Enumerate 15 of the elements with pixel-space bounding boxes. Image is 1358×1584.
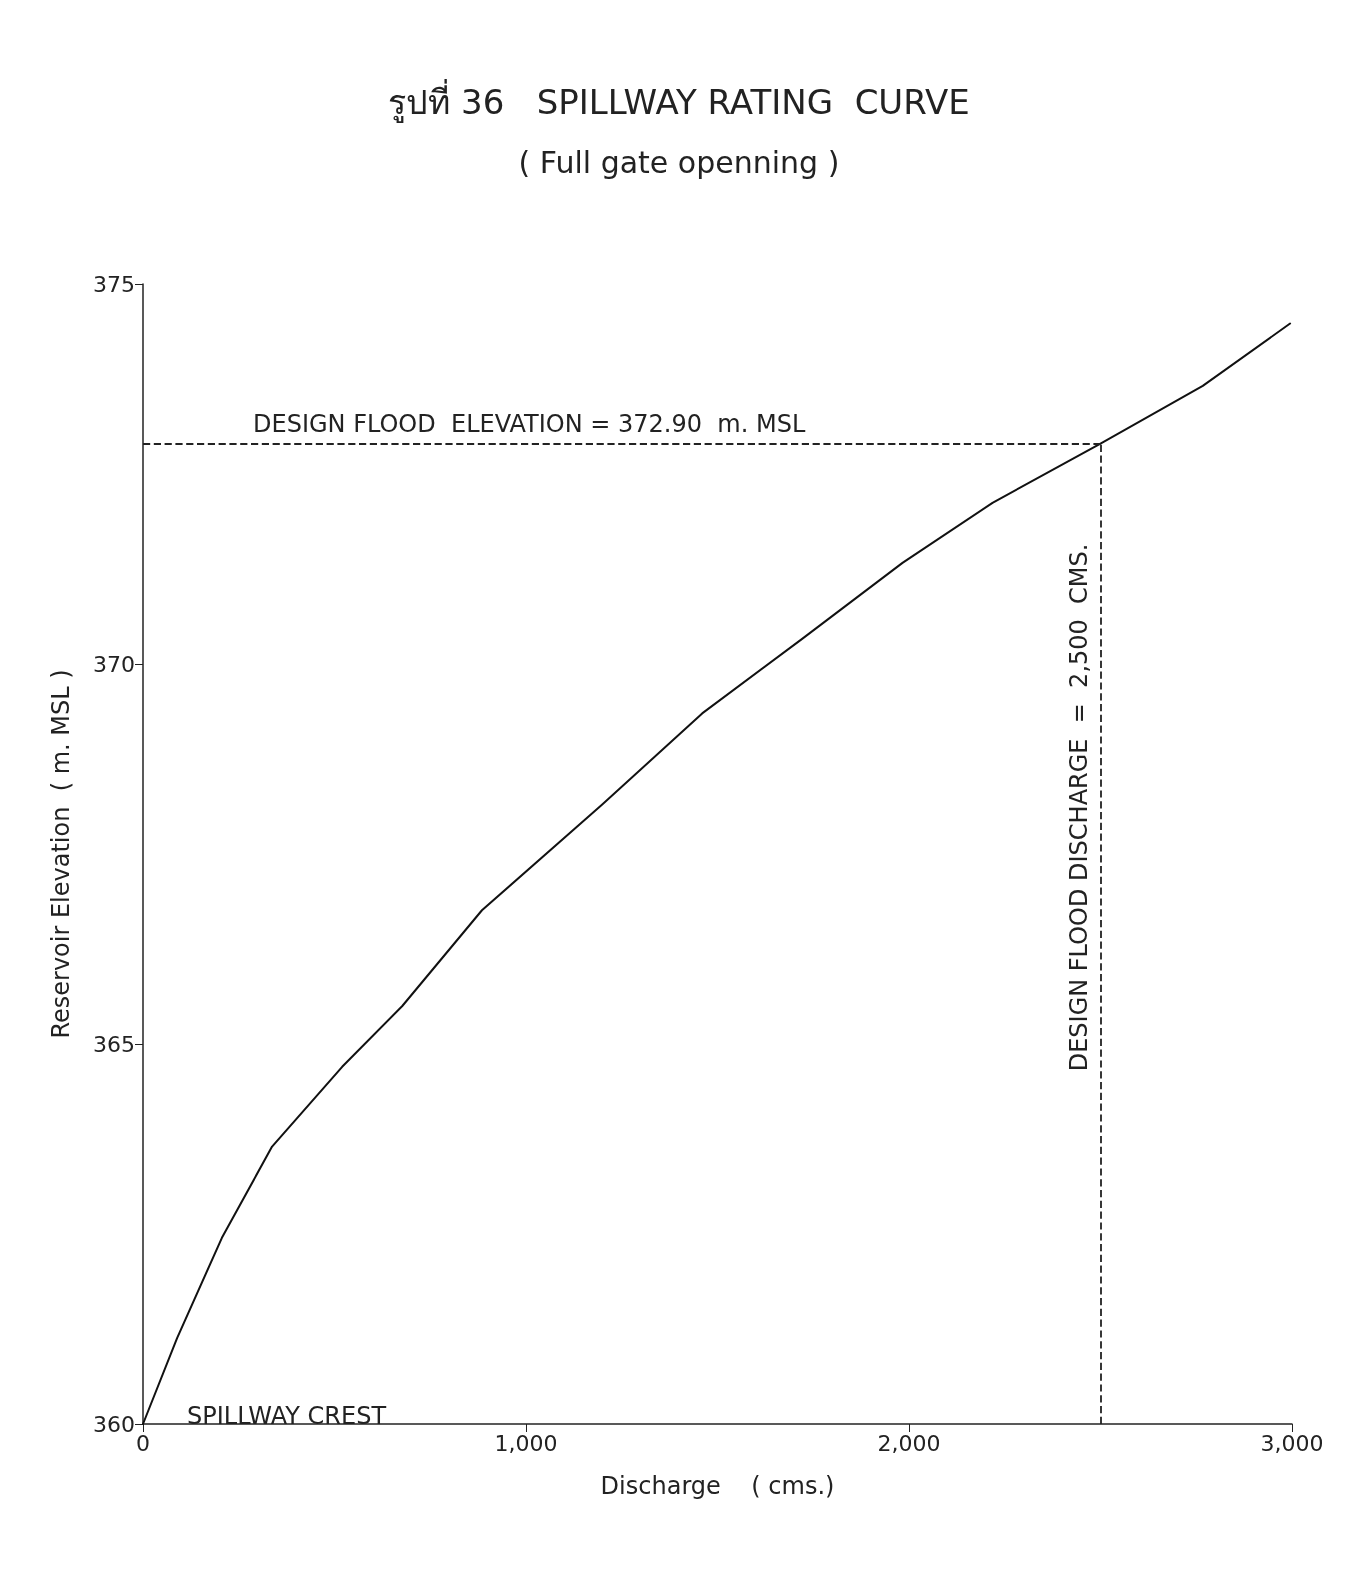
x-tick-label: 1,000 [494,1430,558,1456]
chart-subtitle: ( Full gate openning ) [518,144,840,180]
ref-line-label: DESIGN FLOOD ELEVATION = 372.90 m. MSL [253,409,806,438]
x-axis-title: Discharge ( cms.) [600,1472,835,1500]
x-tick-label: 2,000 [877,1430,941,1456]
y-tick-label: 370 [93,651,135,677]
ref-line-label: DESIGN FLOOD DISCHARGE = 2,500 CMS. [1064,543,1093,1072]
y-tick-label: 360 [93,1411,135,1437]
x-tick-label: 0 [136,1430,150,1456]
y-axis-title: Reservoir Elevation ( m. MSL ) [47,669,75,1039]
y-tick-label: 365 [93,1031,135,1057]
y-tick-label: 375 [93,271,135,297]
chart-title: รูปที่ 36 SPILLWAY RATING CURVE [388,79,970,123]
x-tick-label: 3,000 [1260,1430,1324,1456]
annotation: SPILLWAY CREST [187,1402,387,1430]
